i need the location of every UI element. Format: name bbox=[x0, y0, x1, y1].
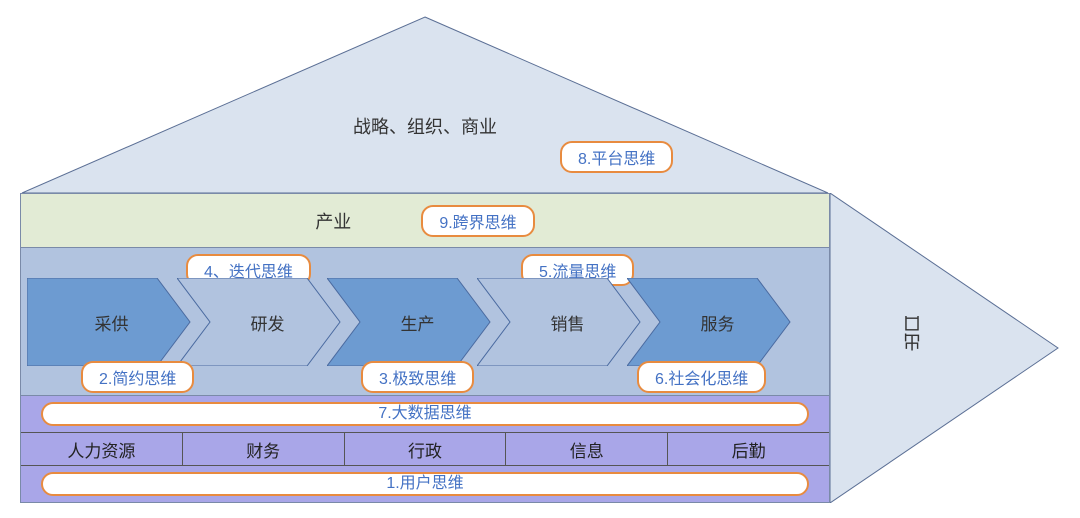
chevron-procurement: 采供 bbox=[27, 278, 192, 366]
industry-label: 产业 bbox=[315, 208, 351, 234]
pill-crossborder-thinking: 9.跨界思维 bbox=[421, 205, 534, 237]
pill-user-thinking: 1.用户思维 bbox=[41, 472, 809, 496]
pill-platform-thinking: 8.平台思维 bbox=[560, 141, 673, 173]
right-arrowhead-shape bbox=[830, 193, 1058, 503]
right-arrow-label: 出口 bbox=[900, 315, 926, 351]
chevron-label: 销售 bbox=[477, 278, 642, 366]
func-admin: 行政 bbox=[345, 432, 507, 466]
industry-band: 产业 9.跨界思维 bbox=[21, 194, 829, 248]
support-band: 7.大数据思维 人力资源 财务 行政 信息 后勤 1.用户思维 bbox=[21, 396, 829, 502]
valuechain-band: 4、迭代思维 5.流量思维 采供 研发 bbox=[21, 248, 829, 396]
roof-shape bbox=[22, 17, 828, 193]
thinking-model-diagram: 战略、组织、商业 8.平台思维 出口 产业 9.跨界思维 4、迭代思维 5.流量… bbox=[20, 15, 1060, 503]
func-finance: 财务 bbox=[183, 432, 345, 466]
chevron-label: 采供 bbox=[27, 278, 192, 366]
chevron-service: 服务 bbox=[627, 278, 792, 366]
pill-social-thinking: 6.社会化思维 bbox=[637, 361, 766, 393]
chevron-label: 服务 bbox=[627, 278, 792, 366]
roof-triangle bbox=[20, 15, 830, 193]
right-arrowhead bbox=[830, 193, 1060, 503]
func-hr: 人力资源 bbox=[21, 432, 183, 466]
roof-label: 战略、组织、商业 bbox=[20, 113, 830, 139]
body-stack: 产业 9.跨界思维 4、迭代思维 5.流量思维 采供 bbox=[20, 193, 830, 503]
function-row: 人力资源 财务 行政 信息 后勤 bbox=[21, 432, 829, 466]
pill-ultimate-thinking: 3.极致思维 bbox=[361, 361, 474, 393]
chevron-rd: 研发 bbox=[177, 278, 342, 366]
chevron-label: 研发 bbox=[177, 278, 342, 366]
chevron-sales: 销售 bbox=[477, 278, 642, 366]
func-logistics: 后勤 bbox=[668, 432, 829, 466]
chevron-production: 生产 bbox=[327, 278, 492, 366]
chevron-label: 生产 bbox=[327, 278, 492, 366]
bottom-pill-row: 2.简约思维 3.极致思维 6.社会化思维 bbox=[21, 361, 829, 389]
pill-simple-thinking: 2.简约思维 bbox=[81, 361, 194, 393]
func-info: 信息 bbox=[506, 432, 668, 466]
chevron-row: 采供 研发 生产 销售 bbox=[27, 278, 825, 366]
pill-bigdata-thinking: 7.大数据思维 bbox=[41, 402, 809, 426]
